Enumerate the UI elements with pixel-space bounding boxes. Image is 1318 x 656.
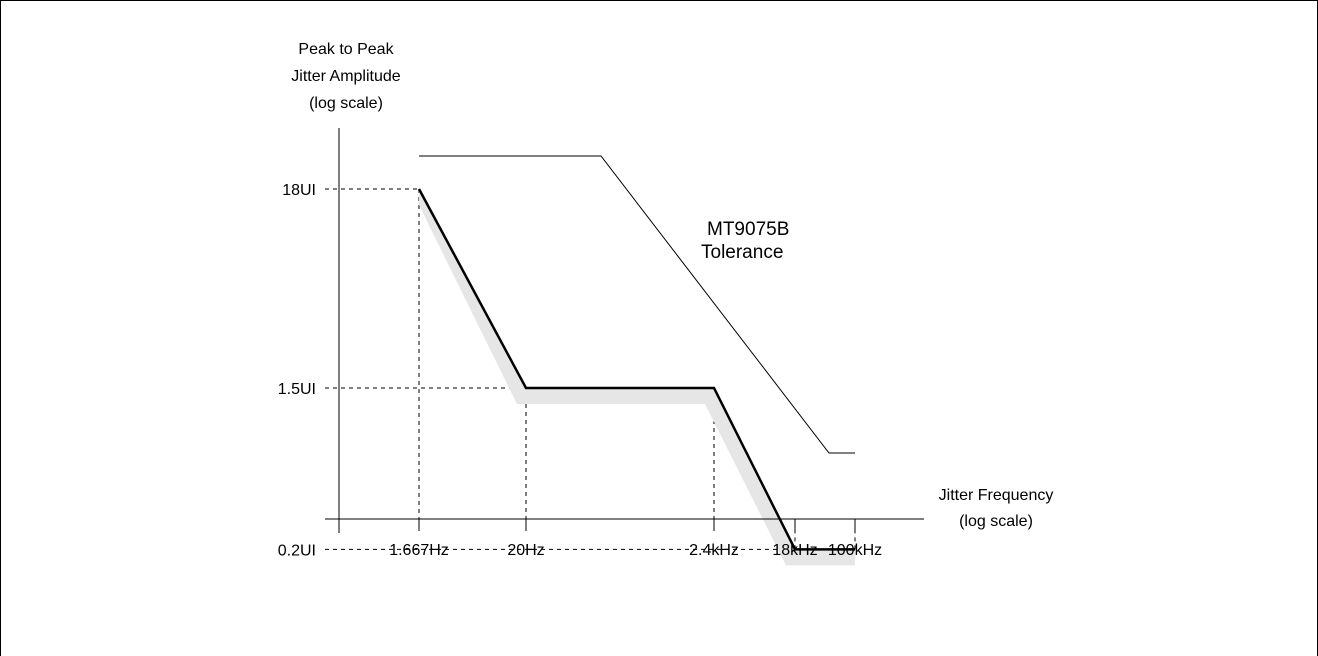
y-axis-label-line-2: Jitter Amplitude: [291, 68, 400, 85]
x-tick-label-1: 20Hz: [507, 542, 544, 559]
x-axis-label-line-1: Jitter Frequency: [939, 487, 1054, 504]
x-tick-label-2: 2.4kHz: [689, 542, 739, 559]
y-axis-label-line-3: (log scale): [309, 95, 383, 112]
tolerance-series-line: [419, 156, 855, 453]
tolerance-annotation-line-1: MT9075B: [707, 219, 789, 240]
x-tick-label-3: 18kHz: [772, 542, 817, 559]
tolerance-annotation-line-2: Tolerance: [701, 242, 783, 263]
labels: Peak to Peak Jitter Amplitude (log scale…: [278, 41, 1054, 559]
y-tick-label-1: 1.5UI: [278, 381, 316, 398]
mask-shadow-band: [419, 189, 855, 565]
x-tick-label-0: 1.667Hz: [389, 542, 449, 559]
x-tick-label-4: 100kHz: [828, 542, 882, 559]
series-layer: [419, 156, 855, 549]
y-axis-label-line-1: Peak to Peak: [298, 41, 394, 58]
mask-shadow: [419, 189, 855, 565]
y-tick-label-0: 18UI: [282, 182, 316, 199]
x-axis-label-line-2: (log scale): [959, 513, 1033, 530]
y-tick-label-2: 0.2UI: [278, 542, 316, 559]
mask-series-line: [419, 189, 855, 549]
